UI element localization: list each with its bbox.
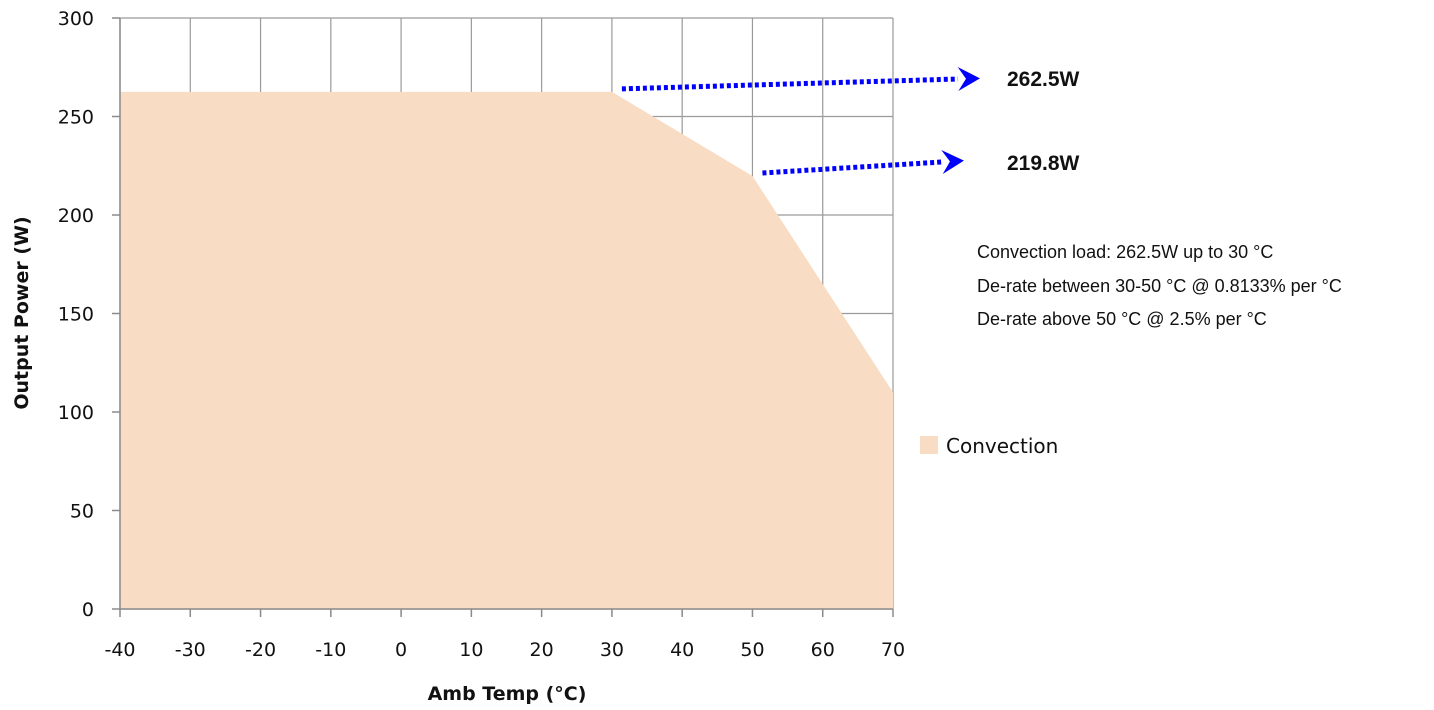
y-tick-label-6: 300 [58, 8, 94, 30]
y-tick-labels: 0 50 100 150 200 250 300 [58, 8, 94, 621]
x-tick-labels: -40 -30 -20 -10 0 10 20 30 40 50 60 70 [104, 639, 905, 661]
y-axis-title: Output Power (W) [11, 216, 33, 409]
callout-label-1: 262.5W [1007, 68, 1080, 91]
x-tick-label-4: 0 [395, 639, 407, 661]
note-line-2: De-rate between 30-50 °C @ 0.8133% per °… [977, 276, 1342, 296]
callout-arrow-head-1 [957, 67, 980, 91]
x-tick-label-6: 20 [530, 639, 554, 661]
x-axis-title: Amb Temp (°C) [428, 683, 587, 705]
x-tick-label-1: -30 [175, 639, 206, 661]
callout-arrow-line-2 [762, 159, 943, 176]
y-tick-label-1: 50 [70, 501, 94, 523]
y-tick-label-5: 250 [58, 107, 94, 129]
series-area-convection [120, 91, 893, 609]
x-tick-label-7: 30 [600, 639, 624, 661]
callout-arrow-line-1 [621, 76, 959, 92]
x-tick-label-11: 70 [881, 639, 905, 661]
y-tick-label-0: 0 [82, 599, 94, 621]
axes [112, 17, 894, 617]
x-tick-label-10: 60 [811, 639, 835, 661]
note-line-1: Convection load: 262.5W up to 30 °C [977, 242, 1273, 262]
x-tick-label-9: 50 [740, 639, 764, 661]
x-tick-label-3: -10 [315, 639, 346, 661]
x-tick-label-2: -20 [245, 639, 276, 661]
callouts [621, 67, 980, 176]
y-tick-label-4: 200 [58, 205, 94, 227]
note-line-3: De-rate above 50 °C @ 2.5% per °C [977, 309, 1267, 329]
x-tick-label-8: 40 [670, 639, 694, 661]
x-tick-label-0: -40 [104, 639, 135, 661]
callout-label-2: 219.8W [1007, 152, 1080, 175]
callout-arrow-head-2 [941, 150, 964, 174]
y-tick-label-2: 100 [58, 402, 94, 424]
legend-label-convection: Convection [946, 434, 1058, 458]
legend-swatch-convection [920, 436, 938, 454]
y-tick-label-3: 150 [58, 304, 94, 326]
x-tick-label-5: 10 [459, 639, 483, 661]
